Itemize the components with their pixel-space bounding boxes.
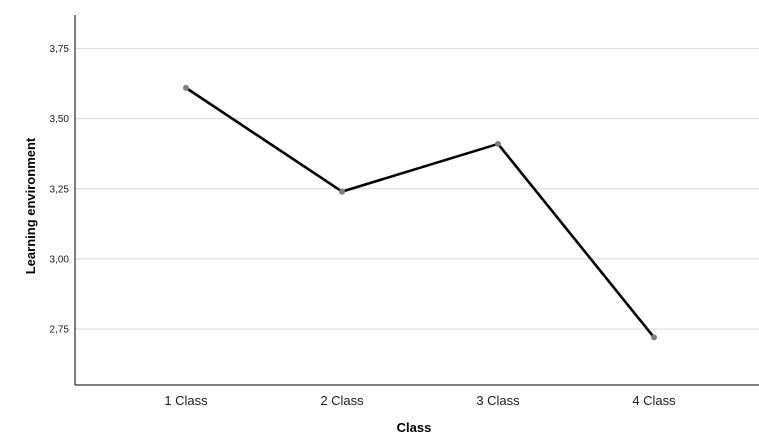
x-tick-label: 4 Class [632, 393, 676, 408]
x-tick-label: 3 Class [476, 393, 520, 408]
y-tick-label: 3,25 [50, 184, 70, 195]
series [185, 86, 656, 339]
y-tick-labels: 2,75 3,00 3,25 3,50 3,75 [50, 44, 70, 335]
y-tick-label: 3,00 [50, 254, 70, 265]
data-points [183, 84, 657, 341]
x-tick-label: 1 Class [164, 393, 208, 408]
x-tick-label: 2 Class [320, 393, 364, 408]
y-tick-label: 3,75 [50, 44, 70, 55]
data-point [495, 140, 501, 147]
series-line [185, 86, 656, 339]
x-axis-title: Class [397, 420, 432, 435]
data-point [339, 188, 345, 195]
x-tick-labels: 1 Class 2 Class 3 Class 4 Class [164, 393, 676, 408]
y-axis-title: Learning environment [23, 137, 38, 274]
y-tick-label: 2,75 [50, 324, 70, 335]
axes [74, 15, 759, 386]
gridlines [75, 48, 759, 330]
data-point [651, 334, 657, 341]
y-tick-label: 3,50 [50, 114, 70, 125]
data-point [183, 84, 189, 91]
